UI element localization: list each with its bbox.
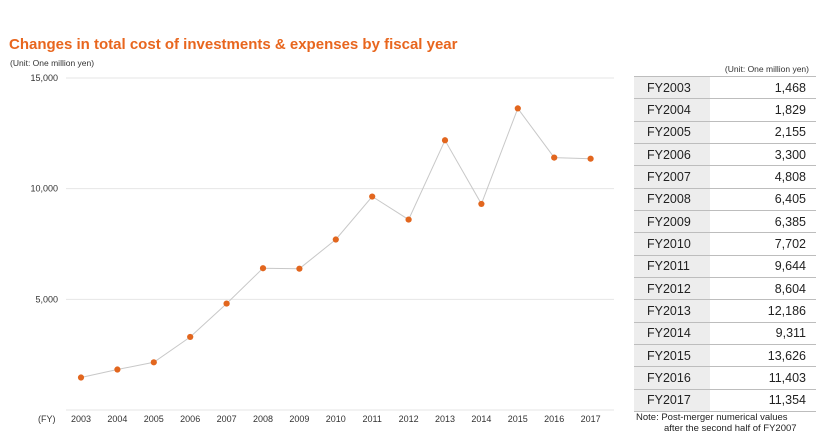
table-row-label: FY2014 — [634, 322, 710, 345]
data-point-2017 — [587, 155, 594, 162]
table-row-value: 6,385 — [710, 211, 816, 233]
data-point-2005 — [150, 359, 157, 366]
chart-title: Changes in total cost of investments & e… — [9, 36, 458, 53]
x-tick-label-2017: 2017 — [581, 414, 601, 424]
table-row-label: FY2007 — [634, 166, 710, 188]
table-row: FY2013 12,186 — [634, 300, 816, 323]
y-tick-label: 10,000 — [30, 184, 58, 194]
data-point-2012 — [405, 216, 412, 223]
data-point-2004 — [114, 366, 121, 373]
table-row-value: 2,155 — [710, 121, 816, 144]
data-point-2011 — [369, 193, 376, 200]
table-row-value: 12,186 — [710, 300, 816, 322]
table-row-label: FY2005 — [634, 121, 710, 144]
data-point-2013 — [441, 137, 449, 144]
table-row: FY2017 11,354 — [634, 389, 816, 413]
table-row-value: 13,626 — [710, 345, 816, 367]
table-row: FY2010 7,702 — [634, 233, 816, 256]
table-row: FY2011 9,644 — [634, 255, 816, 279]
x-axis-label: (FY) — [38, 414, 56, 424]
table-row-value: 1,468 — [710, 77, 816, 99]
table-row: FY2009 6,385 — [634, 211, 816, 234]
table-row: FY2006 3,300 — [634, 144, 816, 167]
table-row-value: 8,604 — [710, 278, 816, 300]
table-row: FY2014 9,311 — [634, 322, 816, 346]
data-point-2010 — [332, 236, 339, 243]
chart-unit-label: (Unit: One million yen) — [10, 58, 95, 68]
x-tick-label-2004: 2004 — [107, 414, 127, 424]
table-row-value: 4,808 — [710, 166, 816, 188]
data-point-2003 — [77, 374, 85, 381]
series-line — [80, 107, 591, 378]
table-row-label: FY2006 — [634, 144, 710, 166]
table-row-label: FY2013 — [634, 300, 710, 322]
table-row: FY2005 2,155 — [634, 121, 816, 145]
grid-lines — [66, 77, 614, 411]
x-tick-label-2016: 2016 — [544, 414, 564, 424]
x-tick-label-2011: 2011 — [363, 414, 382, 424]
footnote-line-1: Note: Post-merger numerical values — [636, 412, 788, 423]
x-tick-label-2005: 2005 — [144, 414, 164, 424]
x-tick-label-2014: 2014 — [471, 414, 491, 424]
data-point-2015 — [514, 105, 521, 112]
values-table: FY2003 1,468 FY2004 1,829 FY2005 2,155 FY2006 3… — [634, 76, 816, 413]
table-row: FY2003 1,468 — [634, 77, 816, 100]
x-tick-label-2003: 2003 — [71, 414, 91, 424]
table-row-label: FY2004 — [634, 99, 710, 121]
footnote: Note: Post-merger numerical values after… — [636, 412, 797, 434]
y-tick-label: 5,000 — [35, 294, 58, 304]
x-tick-label-2008: 2008 — [253, 414, 273, 424]
table-row: FY2004 1,829 — [634, 99, 816, 122]
table-row: FY2012 8,604 — [634, 278, 816, 301]
table-row-value: 11,354 — [710, 389, 816, 412]
table-row-value: 3,300 — [710, 144, 816, 166]
data-markers — [77, 105, 594, 381]
x-tick-label-2010: 2010 — [326, 414, 346, 424]
data-point-2006 — [187, 333, 194, 341]
data-point-2007 — [223, 300, 230, 307]
table-row: FY2015 13,626 — [634, 345, 816, 368]
data-point-2016 — [551, 154, 558, 161]
table-row-label: FY2015 — [634, 345, 710, 367]
table-row-value: 9,311 — [710, 322, 816, 345]
footnote-line-2: after the second half of FY2007 — [664, 423, 797, 434]
table-row-label: FY2016 — [634, 367, 710, 389]
table-unit-label: (Unit: One million yen) — [724, 64, 809, 74]
table-row-value: 9,644 — [710, 255, 816, 278]
table-row-label: FY2011 — [634, 255, 710, 278]
data-point-2014 — [478, 200, 485, 208]
x-tick-label-2012: 2012 — [399, 414, 419, 424]
y-tick-label: 15,000 — [30, 73, 58, 83]
data-point-2009 — [296, 265, 303, 272]
x-tick-label-2007: 2007 — [217, 414, 237, 424]
x-tick-label-2013: 2013 — [435, 414, 455, 424]
table-row-value: 1,829 — [710, 99, 816, 121]
x-tick-label-2009: 2009 — [289, 414, 309, 424]
x-axis-tick-labels: 2003 2004 2005 2006 2007 2008 2009 2010 2011 2012… — [71, 414, 601, 424]
table-row-label: FY2009 — [634, 211, 710, 233]
table-row-value: 6,405 — [710, 188, 816, 211]
table-row-value: 11,403 — [710, 367, 816, 389]
y-axis-tick-labels: 5,000 10,000 15,000 — [30, 73, 58, 304]
table-row-label: FY2017 — [634, 389, 710, 412]
table-row-label: FY2008 — [634, 188, 710, 211]
table-row: FY2007 4,808 — [634, 166, 816, 189]
x-tick-label-2015: 2015 — [508, 414, 528, 424]
data-point-2008 — [259, 265, 267, 272]
table-row: FY2008 6,405 — [634, 188, 816, 212]
table-row-value: 7,702 — [710, 233, 816, 255]
table-row: FY2016 11,403 — [634, 367, 816, 390]
table-row-label: FY2003 — [634, 77, 710, 99]
x-tick-label-2006: 2006 — [180, 414, 200, 424]
table-row-label: FY2010 — [634, 233, 710, 255]
table-row-label: FY2012 — [634, 278, 710, 300]
